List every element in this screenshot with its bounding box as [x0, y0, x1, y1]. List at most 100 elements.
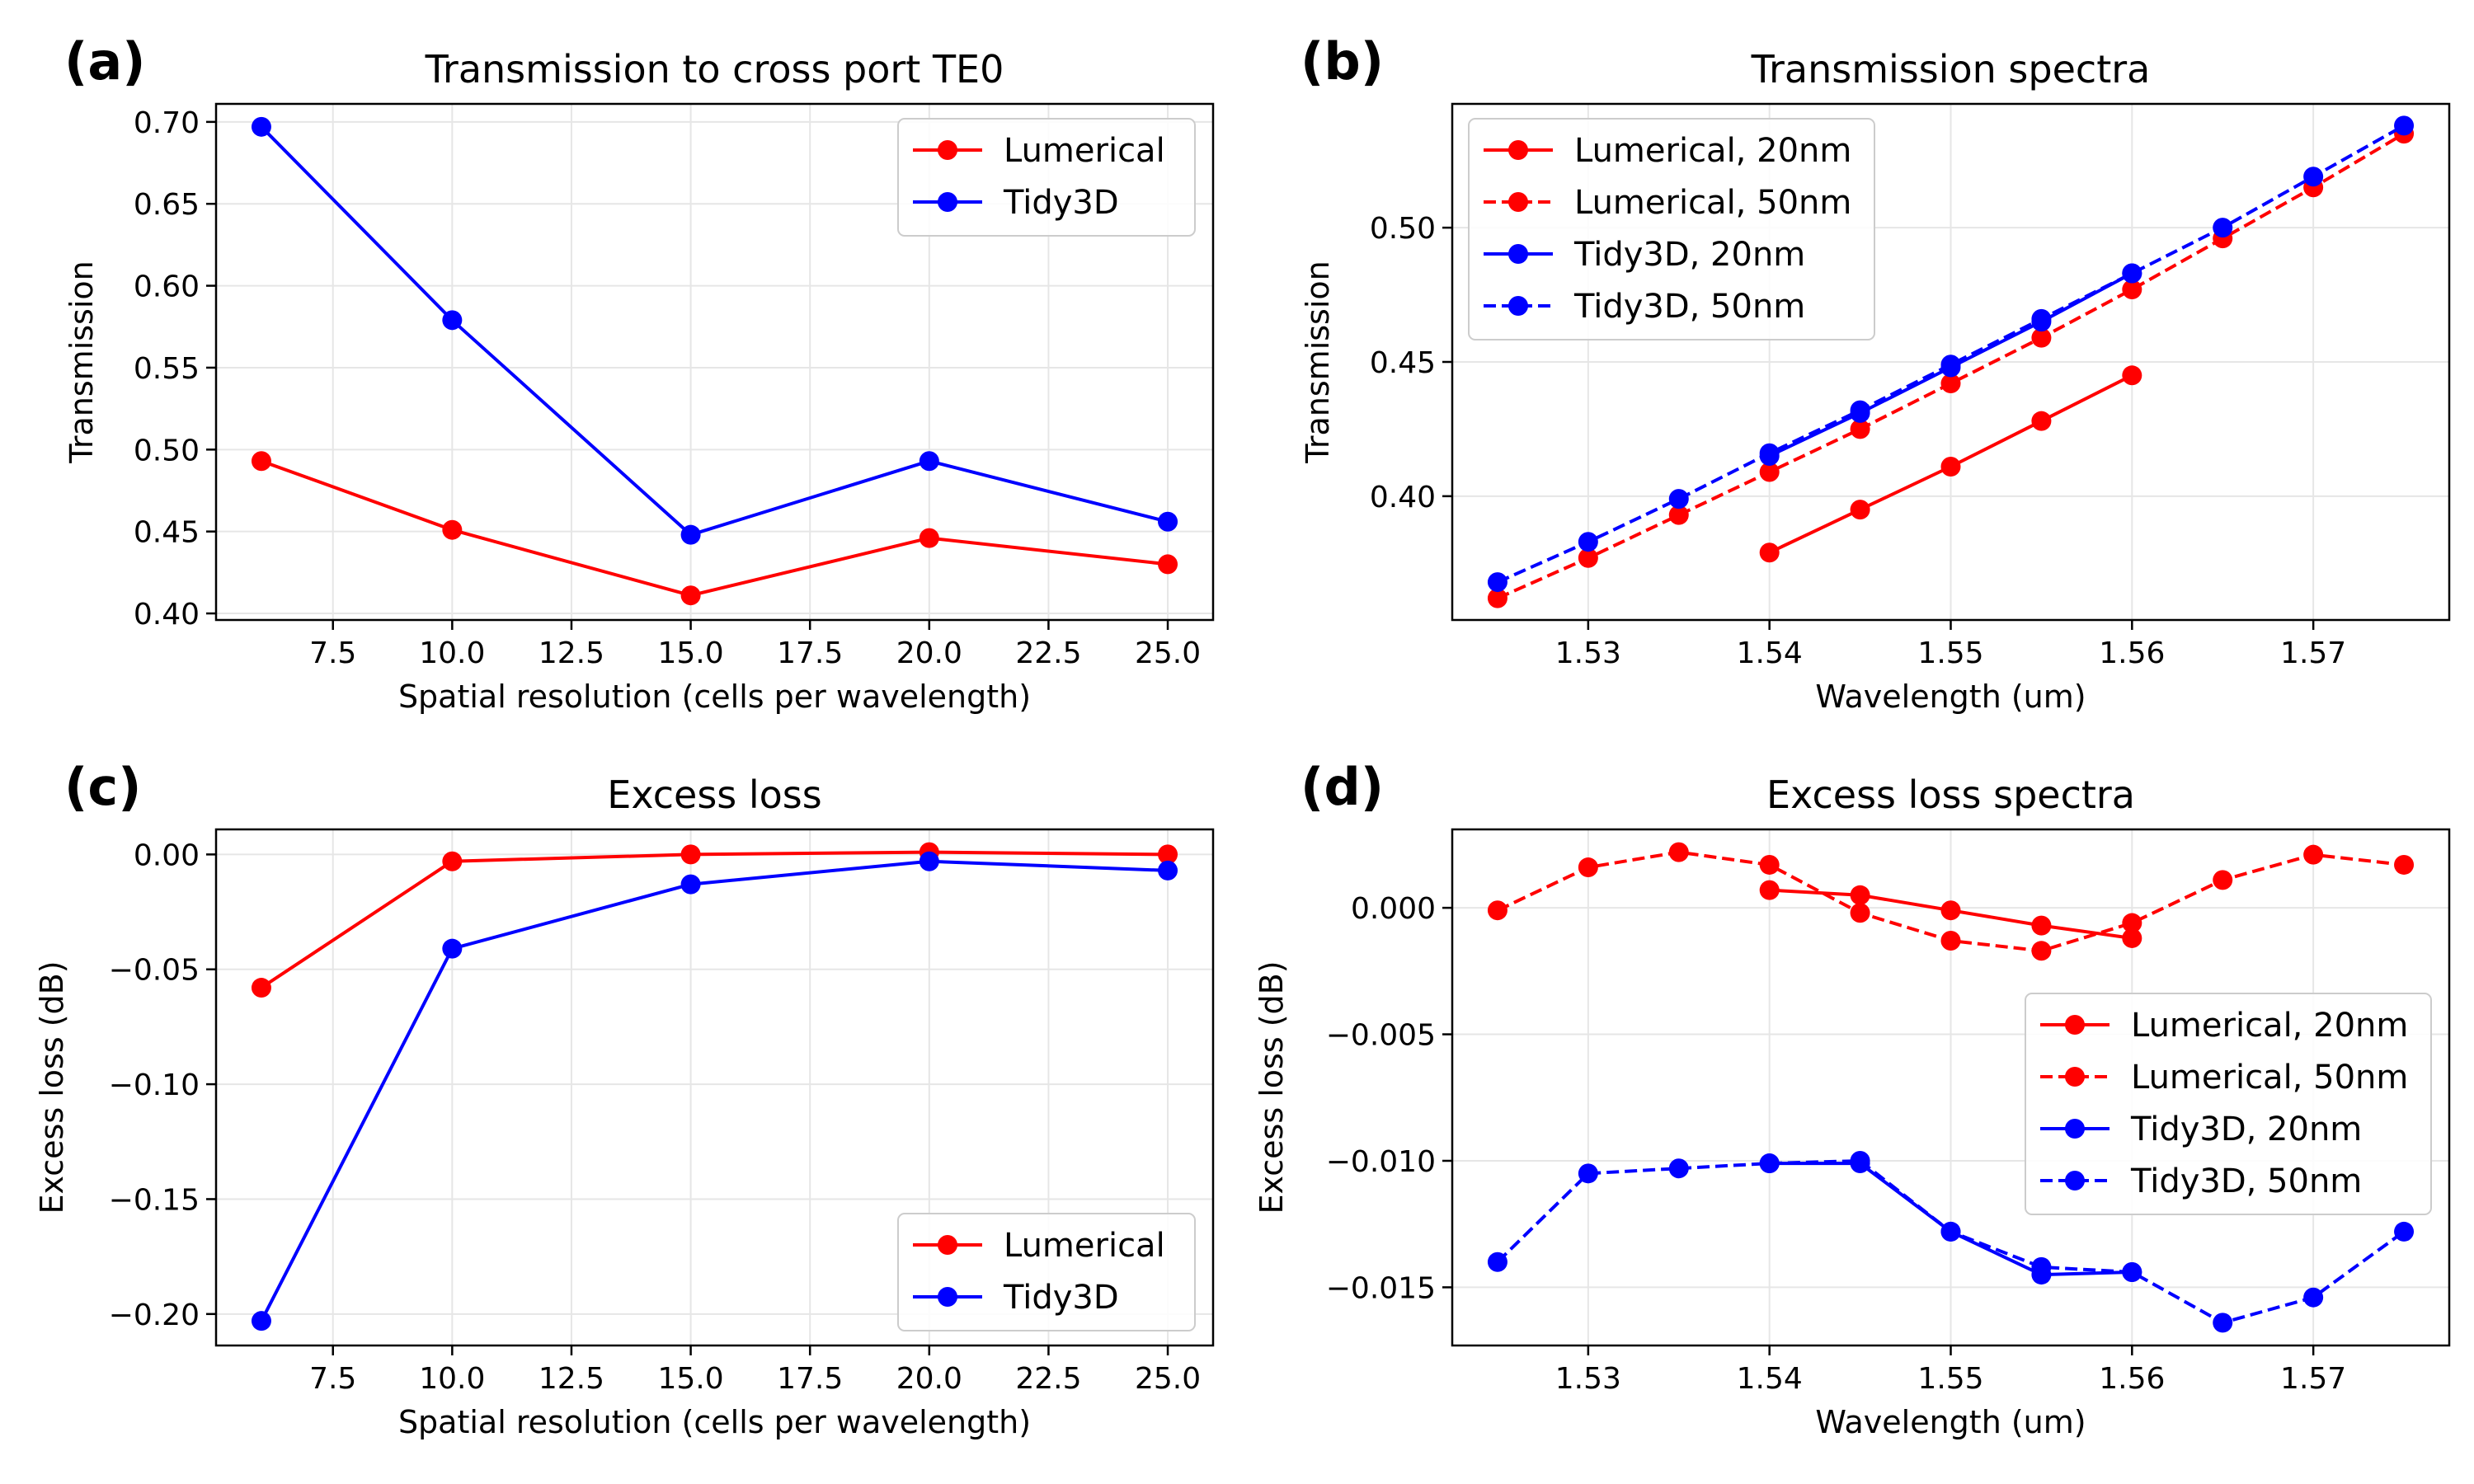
data-point [2031, 915, 2052, 936]
data-point [2031, 1256, 2052, 1277]
x-tick-label: 12.5 [539, 1362, 604, 1396]
data-point [680, 844, 701, 865]
x-tick-label: 12.5 [539, 636, 604, 670]
legend-marker [1508, 296, 1528, 316]
x-tick-label: 25.0 [1135, 1362, 1201, 1396]
data-point [2031, 941, 2052, 961]
x-tick-label: 1.56 [2099, 1362, 2165, 1396]
legend-label: Tidy3D [1003, 184, 1119, 222]
legend-marker [1508, 244, 1528, 264]
plot-area [251, 116, 1178, 606]
data-point [1578, 1163, 1598, 1184]
data-point [2031, 411, 2052, 431]
chart-title: Transmission spectra [1751, 47, 2151, 92]
y-tick-label: 0.55 [134, 352, 200, 386]
x-tick-label: 1.54 [1737, 1362, 1803, 1396]
data-point [1668, 1158, 1689, 1179]
y-tick-label: −0.20 [109, 1298, 200, 1332]
data-point [1759, 880, 1780, 900]
y-tick-label: 0.40 [134, 598, 200, 632]
chart-panel-3: 1.53 1.54 1.55 1.56 1.57 −0.015 −0.010 −0.005 0.… [1253, 757, 2451, 1440]
data-point [1940, 1221, 1961, 1242]
data-point [1487, 1252, 1507, 1272]
data-point [2122, 928, 2142, 948]
y-axis-label: Excess loss (dB) [34, 960, 70, 1214]
data-point [1850, 903, 1870, 923]
data-point [1940, 900, 1961, 921]
data-point [2122, 365, 2142, 386]
legend-marker [2065, 1015, 2085, 1035]
x-tick-label: 7.5 [309, 636, 356, 670]
legend-marker [2065, 1119, 2085, 1139]
data-point [1158, 860, 1178, 881]
legend-marker [938, 140, 957, 160]
y-axis-label: Excess loss (dB) [1253, 960, 1290, 1214]
data-point [680, 585, 701, 606]
data-point [1940, 457, 1961, 477]
legend-box [1468, 118, 1875, 340]
legend-box [897, 1213, 1196, 1331]
data-point [1487, 572, 1507, 593]
x-axis-label: Wavelength (um) [1815, 1404, 2086, 1440]
x-tick-label: 25.0 [1135, 636, 1201, 670]
data-point [1578, 532, 1598, 552]
data-point [1850, 1150, 1870, 1171]
legend-label: Lumerical [1004, 1227, 1165, 1265]
data-point [1940, 931, 1961, 951]
y-tick-label: −0.15 [109, 1183, 200, 1217]
data-point [2213, 1313, 2233, 1333]
data-point [919, 451, 939, 472]
data-point [2303, 167, 2324, 187]
series-line-3 [1497, 124, 2405, 584]
x-tick-label: 1.54 [1737, 636, 1803, 670]
x-axis-label: Spatial resolution (cells per wavelength… [398, 1404, 1031, 1440]
data-point [2213, 218, 2233, 238]
data-point [2394, 115, 2415, 136]
legend-marker [938, 192, 957, 212]
data-point [1940, 355, 1961, 375]
x-axis-label: Wavelength (um) [1815, 679, 2086, 715]
y-tick-label: 0.45 [1370, 346, 1436, 380]
data-point [1668, 842, 1689, 862]
legend-marker [1508, 192, 1528, 212]
legend-label: Tidy3D, 20nm [1573, 236, 1805, 274]
y-tick-label: 0.50 [1370, 212, 1436, 246]
legend: Lumerical, 20nm Lumerical, 50nm Tidy3D, 20… [2025, 993, 2432, 1215]
data-point [2122, 279, 2142, 300]
x-tick-label: 15.0 [657, 1362, 723, 1396]
x-tick-label: 17.5 [777, 1362, 843, 1396]
data-point [1668, 489, 1689, 510]
axes-frame [214, 102, 1215, 622]
legend: Lumerical Tidy3D [897, 1213, 1196, 1331]
data-point [1759, 462, 1780, 482]
x-tick-label: 15.0 [657, 636, 723, 670]
y-tick-label: −0.010 [1326, 1145, 1436, 1179]
axes-frame [1451, 828, 2451, 1347]
data-point [1759, 443, 1780, 463]
data-point [1578, 857, 1598, 878]
data-point [1487, 588, 1507, 608]
y-tick-label: 0.000 [1351, 892, 1436, 926]
plot-area [251, 842, 1178, 1331]
data-point [2031, 327, 2052, 348]
legend-label: Lumerical [1004, 132, 1165, 170]
x-tick-label: 22.5 [1015, 1362, 1081, 1396]
x-tick-label: 1.53 [1555, 636, 1621, 670]
x-tick-label: 20.0 [896, 1362, 962, 1396]
series-line-0 [260, 850, 1169, 989]
legend-marker [938, 1287, 957, 1307]
x-tick-label: 1.53 [1555, 1362, 1621, 1396]
legend: Lumerical, 20nm Lumerical, 50nm Tidy3D, 20… [1468, 118, 1875, 340]
y-tick-label: −0.015 [1326, 1271, 1436, 1305]
y-tick-label: −0.05 [109, 954, 200, 988]
legend-label: Lumerical, 20nm [2131, 1007, 2408, 1045]
legend-label: Tidy3D, 50nm [1573, 288, 1805, 326]
chart-title: Transmission to cross port TE0 [425, 47, 1004, 92]
panel-label: (b) [1300, 31, 1384, 92]
legend-label: Tidy3D, 20nm [2130, 1111, 2362, 1148]
legend-box [897, 118, 1196, 237]
axes-frame [214, 828, 1215, 1347]
x-tick-label: 1.56 [2099, 636, 2165, 670]
y-tick-label: −0.10 [109, 1068, 200, 1102]
y-tick-label: 0.50 [134, 434, 200, 467]
